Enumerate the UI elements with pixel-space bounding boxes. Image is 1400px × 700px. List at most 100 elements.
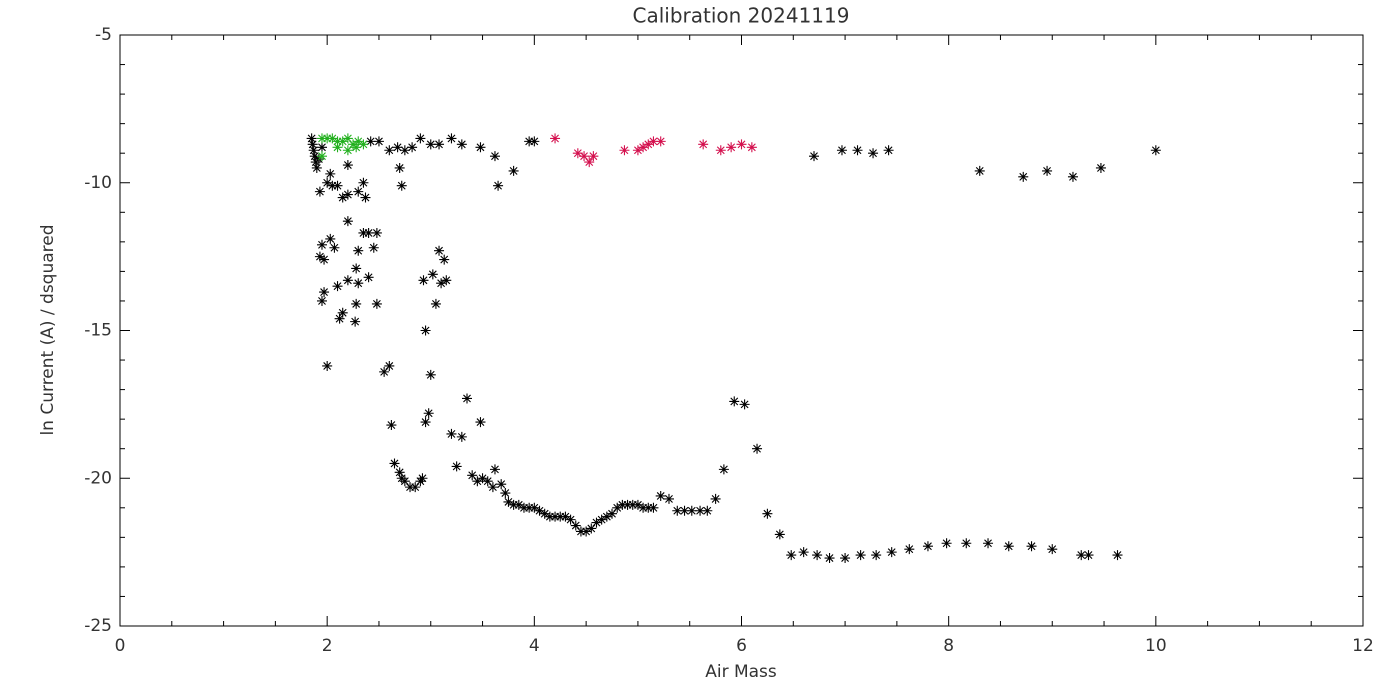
- data-point: [353, 278, 364, 289]
- data-point: [475, 417, 486, 428]
- data-point: [513, 499, 524, 510]
- data-point: [1003, 541, 1014, 552]
- data-point: [477, 473, 488, 484]
- data-point: [423, 408, 434, 419]
- data-point: [456, 139, 467, 150]
- data-point: [441, 275, 452, 286]
- data-point: [627, 499, 638, 510]
- data-point: [332, 136, 343, 147]
- data-point: [420, 417, 431, 428]
- y-tick-label: -15: [84, 321, 112, 341]
- data-point: [883, 145, 894, 156]
- data-point: [698, 139, 709, 150]
- data-point: [632, 499, 643, 510]
- data-point: [493, 180, 504, 191]
- data-point: [322, 360, 333, 371]
- data-point: [575, 526, 586, 537]
- data-point: [638, 142, 649, 153]
- data-point: [365, 136, 376, 147]
- data-point: [306, 133, 317, 144]
- data-point: [405, 482, 416, 493]
- data-point: [565, 514, 576, 525]
- data-point: [524, 136, 535, 147]
- data-point: [774, 529, 785, 540]
- data-point: [824, 553, 835, 564]
- data-point: [456, 431, 467, 442]
- data-point: [434, 245, 445, 256]
- data-point: [1112, 550, 1123, 561]
- data-point: [868, 148, 879, 159]
- data-point: [309, 151, 320, 162]
- data-point: [588, 151, 599, 162]
- data-point: [836, 145, 847, 156]
- data-point: [852, 145, 863, 156]
- data-point: [584, 157, 595, 168]
- data-point: [496, 479, 507, 490]
- data-point: [809, 151, 820, 162]
- data-point: [726, 142, 737, 153]
- data-point: [314, 251, 325, 262]
- data-point: [308, 145, 319, 156]
- data-point: [316, 295, 327, 306]
- data-point: [418, 275, 429, 286]
- data-point: [425, 139, 436, 150]
- data-point: [544, 511, 555, 522]
- data-point: [591, 517, 602, 528]
- data-point: [550, 511, 561, 522]
- data-point: [922, 541, 933, 552]
- data-point: [581, 526, 592, 537]
- data-point: [425, 369, 436, 380]
- data-point: [983, 538, 994, 549]
- data-point: [351, 298, 362, 309]
- data-point: [1067, 171, 1078, 182]
- data-point: [534, 505, 545, 516]
- data-point: [342, 275, 353, 286]
- data-point: [596, 514, 607, 525]
- data-point: [570, 520, 581, 531]
- data-point: [840, 553, 851, 564]
- data-point: [632, 145, 643, 156]
- data-point: [482, 476, 493, 487]
- data-point: [487, 482, 498, 493]
- y-tick-label: -5: [95, 25, 112, 45]
- y-tick-label: -25: [84, 616, 112, 636]
- data-point: [855, 550, 866, 561]
- data-point: [612, 502, 623, 513]
- data-point: [351, 263, 362, 274]
- data-point: [327, 180, 338, 191]
- data-point: [475, 142, 486, 153]
- data-point: [384, 145, 395, 156]
- data-point: [560, 511, 571, 522]
- data-point: [316, 239, 327, 250]
- data-point: [643, 139, 654, 150]
- data-point: [446, 428, 457, 439]
- data-point: [1150, 145, 1161, 156]
- data-point: [332, 180, 343, 191]
- data-point: [518, 502, 529, 513]
- plot-frame: [119, 34, 1364, 627]
- data-point: [337, 192, 348, 203]
- data-point: [638, 502, 649, 513]
- data-point: [555, 511, 566, 522]
- data-point: [1018, 171, 1029, 182]
- data-point: [579, 151, 590, 162]
- data-point: [489, 151, 500, 162]
- data-point: [648, 502, 659, 513]
- data-point: [718, 464, 729, 475]
- data-point: [710, 493, 721, 504]
- data-point: [434, 139, 445, 150]
- data-point: [871, 550, 882, 561]
- data-point: [572, 148, 583, 159]
- data-point: [384, 360, 395, 371]
- data-point: [307, 139, 318, 150]
- data-point: [342, 189, 353, 200]
- data-point: [508, 499, 519, 510]
- data-point: [314, 186, 325, 197]
- data-point: [392, 142, 403, 153]
- data-point: [746, 142, 757, 153]
- data-point: [500, 488, 511, 499]
- data-point: [410, 482, 421, 493]
- y-tick-label: -10: [84, 173, 112, 193]
- x-tick-label: 8: [943, 636, 954, 656]
- data-point: [904, 544, 915, 555]
